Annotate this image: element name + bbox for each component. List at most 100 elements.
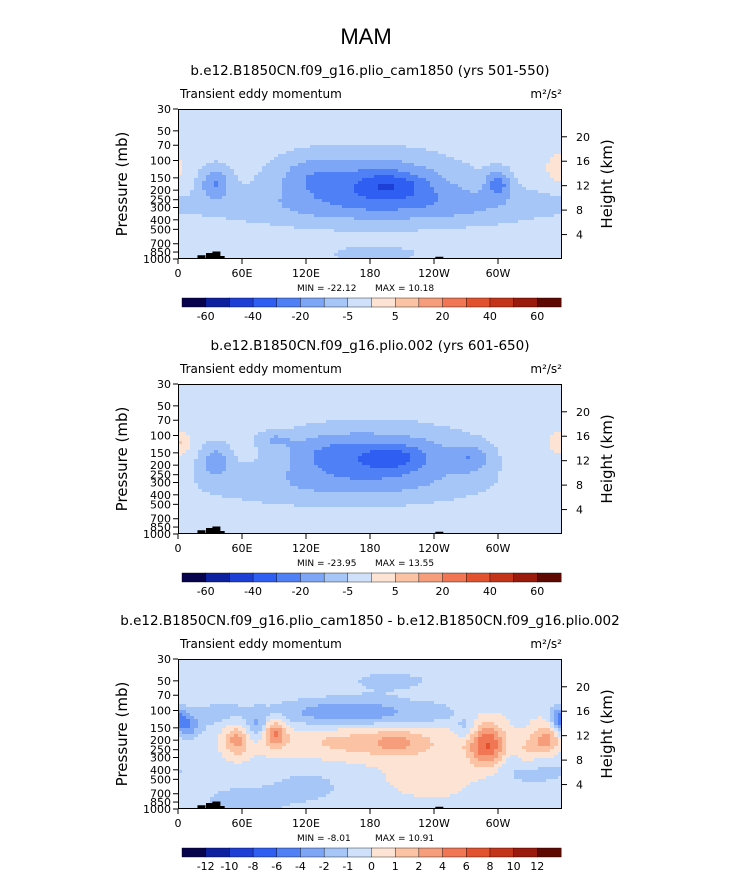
contour-cell	[190, 235, 195, 239]
contour-cell	[254, 217, 259, 221]
contour-cell	[422, 253, 427, 257]
contour-cell	[222, 196, 227, 200]
contour-cell	[490, 187, 495, 191]
contour-cell	[446, 217, 451, 221]
contour-cell	[362, 256, 367, 259]
contour-cell	[530, 175, 535, 179]
colorbar-label: 20	[436, 310, 450, 323]
contour-cell	[422, 184, 427, 188]
contour-cell	[430, 109, 435, 113]
contour-cell	[254, 211, 259, 215]
contour-cell	[438, 136, 443, 140]
contour-cell	[254, 130, 259, 134]
contour-cell	[358, 130, 363, 134]
contour-cell	[410, 229, 415, 233]
contour-cell	[430, 208, 435, 212]
contour-cell	[318, 187, 323, 191]
contour-cell	[446, 118, 451, 122]
contour-cell	[514, 223, 519, 227]
contour-cell	[182, 211, 187, 215]
contour-cell	[234, 181, 239, 185]
contour-cell	[298, 130, 303, 134]
contour-cell	[518, 154, 523, 158]
contour-cell	[474, 133, 479, 137]
contour-cell	[350, 175, 355, 179]
contour-cell	[466, 208, 471, 212]
contour-cell	[402, 217, 407, 221]
contour-cell	[398, 142, 403, 146]
contour-cell	[466, 244, 471, 248]
contour-cell	[442, 166, 447, 170]
contour-cell	[302, 193, 307, 197]
contour-cell	[406, 157, 411, 161]
contour-cell	[378, 223, 383, 227]
contour-cell	[234, 256, 239, 259]
contour-cell	[518, 244, 523, 248]
contour-cell	[438, 384, 443, 388]
contour-cell	[526, 247, 531, 251]
contour-cell	[414, 190, 419, 194]
contour-cell	[222, 136, 227, 140]
contour-cell	[378, 190, 383, 194]
contour-cell	[382, 241, 387, 245]
contour-cell	[526, 226, 531, 230]
contour-cell	[326, 247, 331, 251]
contour-cell	[478, 256, 483, 259]
contour-cell	[442, 211, 447, 215]
contour-cell	[242, 142, 247, 146]
contour-cell	[438, 169, 443, 173]
contour-cell	[310, 223, 315, 227]
contour-cell	[542, 127, 547, 131]
contour-cell	[470, 211, 475, 215]
contour-cell	[194, 157, 199, 161]
contour-cell	[290, 151, 295, 155]
contour-cell	[242, 118, 247, 122]
contour-cell	[390, 226, 395, 230]
contour-cell	[526, 384, 531, 388]
contour-cell	[214, 196, 219, 200]
contour-cell	[426, 115, 431, 119]
contour-cell	[534, 139, 539, 143]
contour-cell	[438, 178, 443, 182]
contour-cell	[246, 154, 251, 158]
contour-cell	[550, 127, 555, 131]
contour-cell	[550, 112, 555, 116]
contour-cell	[430, 142, 435, 146]
contour-cell	[314, 127, 319, 131]
contour-cell	[226, 130, 231, 134]
contour-cell	[534, 241, 539, 245]
panel-1-title: b.e12.B1850CN.f09_g16.plio_cam1850 (yrs …	[190, 63, 549, 79]
contour-cell	[206, 136, 211, 140]
contour-cell	[546, 384, 551, 388]
contour-cell	[378, 181, 383, 185]
contour-cell	[306, 148, 311, 152]
contour-cell	[274, 184, 279, 188]
contour-cell	[386, 112, 391, 116]
contour-cell	[382, 208, 387, 212]
contour-cell	[466, 223, 471, 227]
contour-cell	[422, 229, 427, 233]
contour-cell	[430, 241, 435, 245]
contour-cell	[238, 196, 243, 200]
contour-cell	[550, 223, 555, 227]
contour-cell	[538, 124, 543, 128]
contour-cell	[318, 244, 323, 248]
contour-cell	[234, 235, 239, 239]
contour-cell	[394, 202, 399, 206]
contour-cell	[462, 229, 467, 233]
contour-cell	[262, 184, 267, 188]
contour-cell	[414, 109, 419, 113]
contour-cell	[282, 238, 287, 242]
contour-cell	[262, 109, 267, 113]
contour-cell	[278, 235, 283, 239]
contour-cell	[242, 127, 247, 131]
contour-cell	[490, 151, 495, 155]
contour-cell	[542, 169, 547, 173]
contour-cell	[242, 235, 247, 239]
contour-cell	[390, 148, 395, 152]
contour-cell	[194, 256, 199, 259]
contour-cell	[430, 151, 435, 155]
contour-cell	[514, 202, 519, 206]
contour-cell	[382, 109, 387, 113]
contour-cell	[530, 199, 535, 203]
